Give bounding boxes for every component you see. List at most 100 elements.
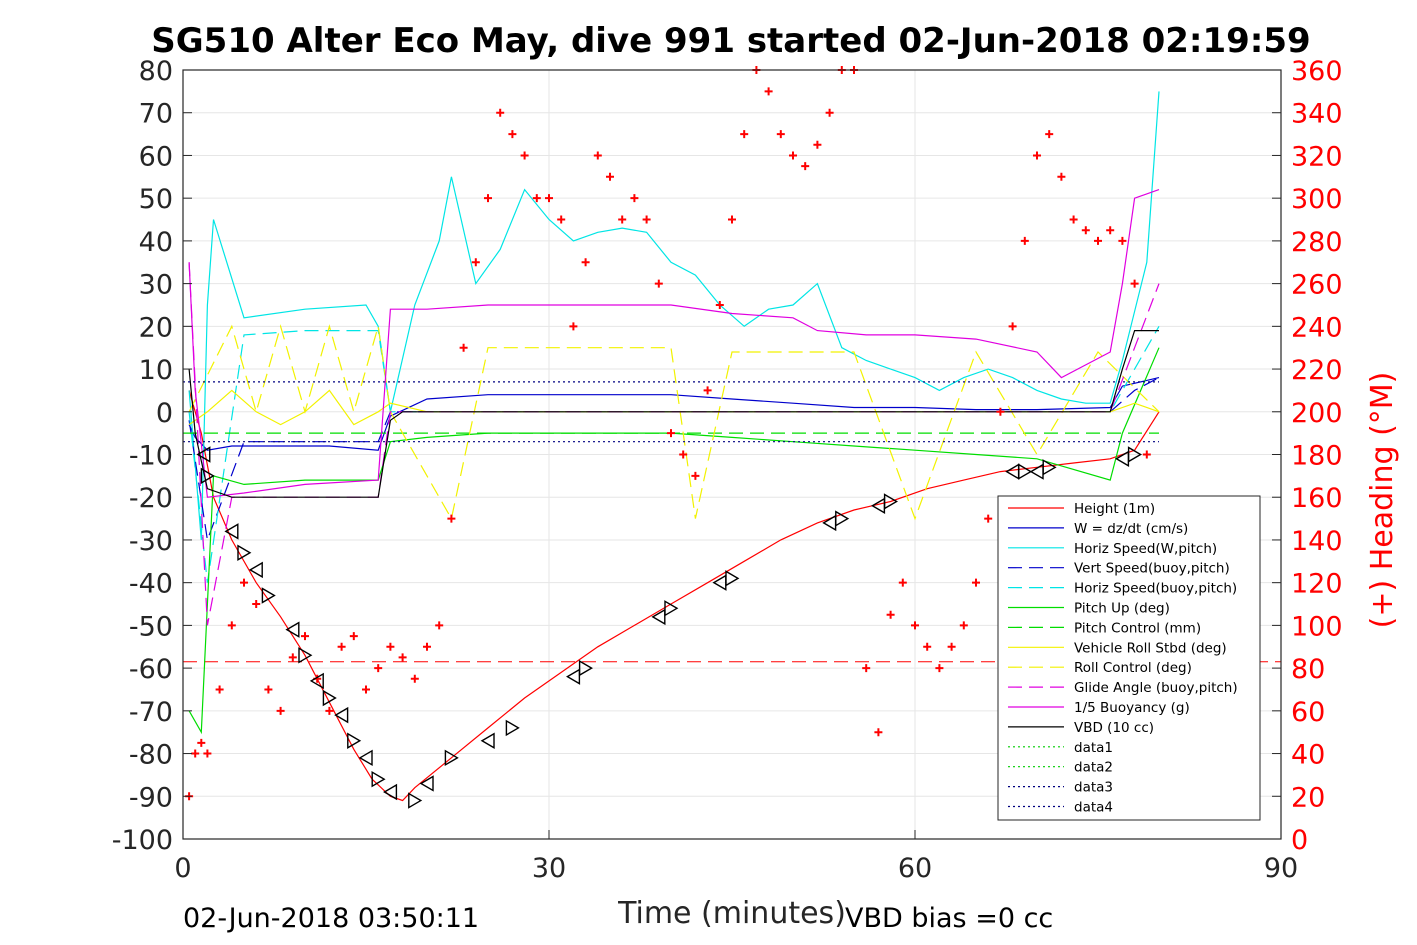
heading-marker xyxy=(581,258,590,267)
gc-triangle-marker xyxy=(347,732,362,749)
gc-triangle-marker xyxy=(419,775,434,792)
gc-triangles-layer xyxy=(196,446,1142,809)
heading-marker xyxy=(825,108,834,117)
right-tick-label: 300 xyxy=(1291,184,1343,215)
right-tick-label: 140 xyxy=(1291,526,1343,557)
heading-marker xyxy=(288,653,297,662)
x-tick-label: 60 xyxy=(898,853,932,884)
legend-label: W = dz/dt (cm/s) xyxy=(1074,521,1188,537)
series-line-8 xyxy=(188,324,1160,521)
heading-marker xyxy=(911,621,919,630)
heading-marker xyxy=(606,172,614,181)
gc-triangle-marker xyxy=(383,783,398,801)
heading-marker xyxy=(532,194,541,203)
legend-box xyxy=(997,495,1261,821)
heading-marker xyxy=(593,151,602,160)
footer-vbd-bias: VBD bias =0 cc xyxy=(845,903,1053,934)
gc-triangle-marker xyxy=(651,608,666,626)
heading-marker xyxy=(301,632,309,641)
gc-triangle-marker xyxy=(334,706,349,724)
gc-triangle-marker xyxy=(358,749,373,767)
left-tick-label: 60 xyxy=(139,141,173,172)
x-axis-label: Time (minutes) xyxy=(617,896,846,931)
heading-marker xyxy=(227,621,236,630)
heading-marker xyxy=(947,642,956,651)
gc-triangle-marker xyxy=(408,792,423,809)
heading-marker xyxy=(1094,236,1102,245)
legend-label: 1/5 Buoyancy (g) xyxy=(1074,700,1190,716)
heading-marker xyxy=(801,162,810,171)
heading-marker xyxy=(520,151,529,160)
footer-timestamp: 02-Jun-2018 03:50:11 xyxy=(183,903,479,934)
x-axis: 0 30 60 90 xyxy=(174,830,1298,884)
gc-triangle-marker xyxy=(578,659,593,677)
gc-triangle-marker xyxy=(1127,446,1142,463)
heading-marker xyxy=(764,87,773,96)
left-tick-label: -10 xyxy=(129,441,173,472)
heading-marker xyxy=(557,215,566,224)
heading-marker xyxy=(1008,322,1017,331)
gc-triangle-marker xyxy=(1042,459,1057,476)
heading-marker xyxy=(276,706,285,715)
gc-triangle-marker xyxy=(298,647,313,664)
right-tick-label: 60 xyxy=(1291,697,1325,728)
left-axis: 80 70 60 50 40 30 20 10 0 -10 -20 -30 -40 -50 -60 -70 -8… xyxy=(112,56,192,856)
right-axis-label: (+) Heading (°M) xyxy=(1365,372,1400,629)
heading-marker xyxy=(203,749,212,758)
legend-label: data4 xyxy=(1074,800,1113,816)
gc-triangle-marker xyxy=(371,770,386,788)
legend-label: Height (1m) xyxy=(1074,501,1155,517)
right-tick-label: 120 xyxy=(1291,569,1343,600)
legend-label: Vehicle Roll Stbd (deg) xyxy=(1074,640,1227,656)
left-tick-label: 10 xyxy=(139,355,173,386)
right-tick-label: 200 xyxy=(1291,398,1343,429)
gc-triangle-marker xyxy=(835,510,850,527)
heading-marker xyxy=(642,215,651,224)
heading-marker xyxy=(813,140,822,149)
heading-marker xyxy=(886,610,895,619)
legend-label: Roll Control (deg) xyxy=(1074,660,1192,676)
heading-marker xyxy=(1069,215,1078,224)
heading-marker xyxy=(630,194,639,203)
heading-marker xyxy=(972,578,980,587)
heading-marker xyxy=(1045,130,1054,139)
heading-marker xyxy=(423,642,431,651)
heading-marker xyxy=(667,429,675,438)
gc-triangle-marker xyxy=(480,732,495,749)
heading-marker xyxy=(374,664,383,673)
series-line-1 xyxy=(188,377,1160,451)
left-tick-label: 80 xyxy=(139,56,173,87)
heading-marker xyxy=(508,130,517,139)
heading-marker xyxy=(496,108,505,117)
right-tick-label: 20 xyxy=(1291,782,1325,813)
gc-triangle-marker xyxy=(664,600,679,617)
gc-triangle-marker xyxy=(725,570,740,587)
heading-marker xyxy=(703,386,712,395)
gc-triangle-marker xyxy=(200,467,215,485)
gc-triangle-marker xyxy=(196,446,211,463)
heading-marker xyxy=(1118,236,1127,245)
gc-triangle-marker xyxy=(505,719,520,737)
heading-marker xyxy=(484,194,492,203)
right-tick-label: 0 xyxy=(1291,825,1308,856)
heading-marker xyxy=(447,514,456,523)
right-tick-label: 240 xyxy=(1291,312,1343,343)
heading-marker xyxy=(1142,450,1151,459)
heading-marker xyxy=(923,642,932,651)
legend-label: Vert Speed(buoy,pitch) xyxy=(1074,561,1230,577)
heading-marker xyxy=(679,450,688,459)
heading-marker xyxy=(959,621,968,630)
gc-triangle-marker xyxy=(237,544,252,561)
right-tick-label: 180 xyxy=(1291,441,1343,472)
heading-marker xyxy=(654,279,663,288)
heading-marker xyxy=(1057,172,1066,181)
heading-marker xyxy=(1033,151,1041,160)
right-tick-label: 160 xyxy=(1291,483,1343,514)
left-tick-label: -90 xyxy=(129,782,173,813)
gc-triangle-marker xyxy=(261,587,276,604)
heading-marker xyxy=(862,664,871,673)
heading-marker xyxy=(1106,226,1115,235)
heading-marker xyxy=(935,664,944,673)
right-tick-label: 320 xyxy=(1291,141,1343,172)
